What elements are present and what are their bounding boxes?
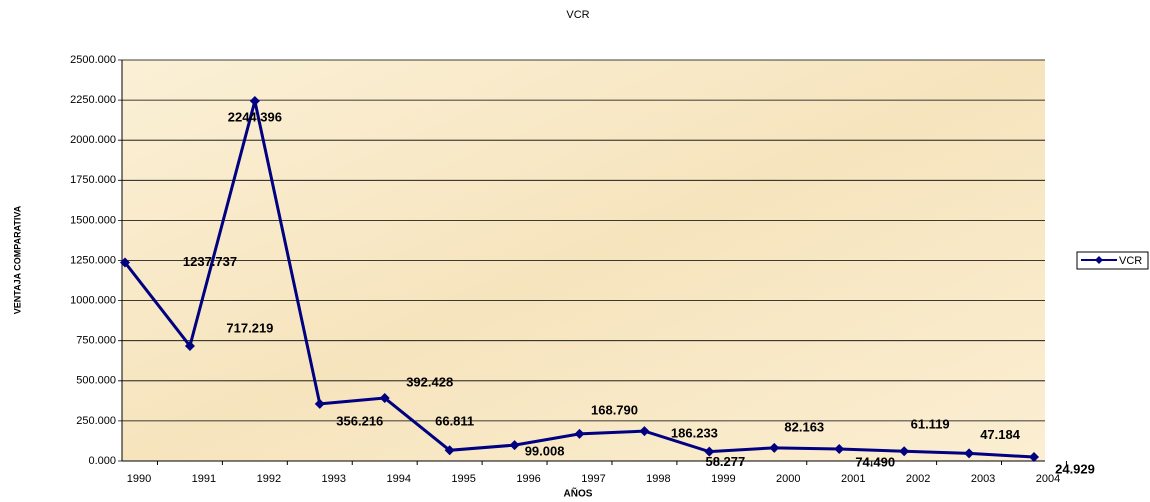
data-label: 2244.396 (228, 109, 282, 124)
x-tick-label: 2002 (906, 473, 930, 485)
data-label: 392.428 (406, 374, 453, 389)
y-tick-label: 1750.000 (70, 174, 116, 186)
y-tick-label: 2250.000 (70, 94, 116, 106)
data-point (120, 257, 130, 268)
x-tick-label: 2003 (971, 473, 995, 485)
x-tick-label: 2004 (1036, 473, 1060, 485)
data-label: 1237.737 (183, 254, 237, 269)
y-tick-label: 1000.000 (70, 295, 116, 307)
legend-marker (1095, 256, 1103, 264)
data-point (444, 445, 455, 456)
data-point (249, 95, 260, 106)
data-label: 186.233 (671, 426, 718, 441)
data-point (899, 446, 910, 457)
data-point (509, 440, 520, 451)
x-tick-label: 2000 (776, 473, 800, 485)
data-point (704, 446, 715, 457)
chart-title: VCR (566, 9, 589, 21)
x-tick-label: 1997 (581, 473, 605, 485)
legend-label: VCR (1119, 255, 1142, 267)
data-label: 356.216 (336, 413, 383, 428)
data-point (379, 393, 390, 404)
data-label: 99.008 (525, 444, 565, 459)
x-tick-label: 1998 (646, 473, 670, 485)
x-tick-label: 1999 (711, 473, 735, 485)
x-tick-label: 1993 (322, 473, 346, 485)
x-tick-label: 1995 (451, 473, 475, 485)
y-tick-label: 500.000 (76, 375, 116, 387)
data-point (769, 442, 780, 453)
data-point (574, 428, 585, 439)
y-tick-label: 1250.000 (70, 254, 116, 266)
data-label: 82.163 (784, 419, 824, 434)
x-axis-label: AÑOS (564, 487, 593, 500)
data-label: 168.790 (591, 402, 638, 417)
data-point (964, 448, 975, 459)
y-axis-label: VENTAJA COMPARATIVA (12, 205, 22, 314)
y-tick-label: 0.000 (88, 455, 116, 467)
data-label: 717.219 (226, 320, 273, 335)
data-label: 47.184 (980, 427, 1021, 442)
data-point (639, 426, 650, 437)
y-tick-label: 1500.000 (70, 214, 116, 226)
data-label: 58.277 (705, 454, 745, 469)
data-label: 24.929 (1055, 461, 1095, 476)
data-label: 74.490 (855, 454, 895, 469)
data-point (314, 398, 325, 409)
y-tick-label: 750.000 (76, 335, 116, 347)
x-tick-label: 2001 (841, 473, 865, 485)
x-tick-label: 1992 (257, 473, 281, 485)
data-label: 61.119 (911, 417, 950, 432)
x-tick-label: 1996 (516, 473, 540, 485)
x-tick-label: 1990 (127, 473, 151, 485)
x-tick-label: 1994 (386, 473, 410, 485)
data-point (184, 340, 195, 351)
y-tick-label: 250.000 (76, 415, 116, 427)
data-point (834, 444, 845, 455)
data-label: 66.811 (435, 414, 474, 429)
data-point (1029, 452, 1039, 463)
y-tick-label: 2000.000 (70, 134, 116, 146)
y-tick-label: 2500.000 (70, 54, 116, 66)
x-tick-label: 1991 (192, 473, 216, 485)
